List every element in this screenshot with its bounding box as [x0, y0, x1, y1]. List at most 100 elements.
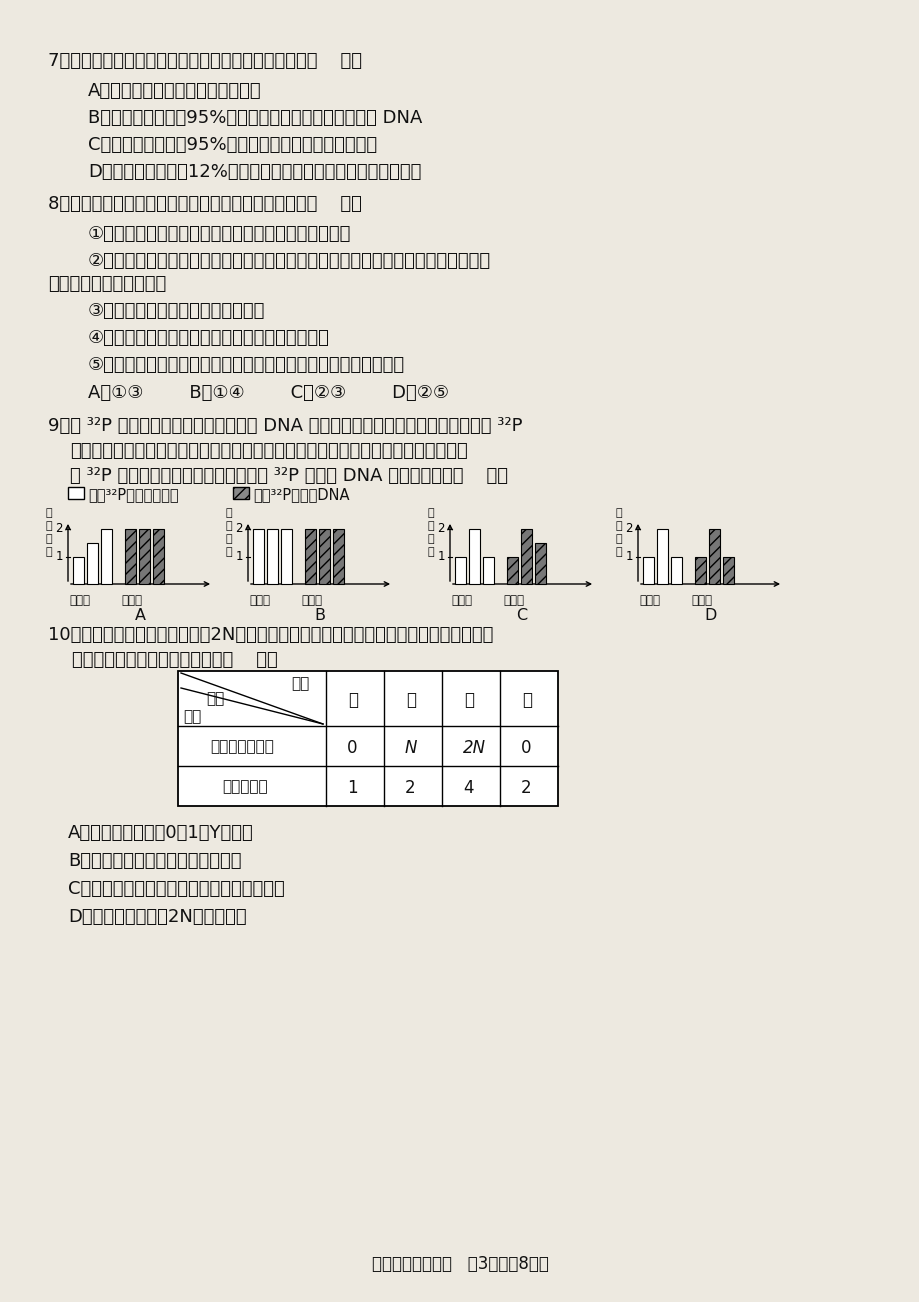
Text: B．常用体积分数为95%的冷酒精使滤液中析出白色丝状 DNA: B．常用体积分数为95%的冷酒精使滤液中析出白色丝状 DNA [88, 109, 422, 128]
Text: 7．下列有关酒精在生物学实验中作用的叙述正确的是（    ）。: 7．下列有关酒精在生物学实验中作用的叙述正确的是（ ）。 [48, 52, 361, 70]
Bar [482, 556, 494, 585]
Text: 含: 含 [46, 534, 52, 544]
Text: 含: 含 [427, 534, 434, 544]
Text: 1: 1 [235, 549, 243, 562]
Text: 量: 量 [46, 547, 52, 557]
Text: 高三年级生物试卷   第3页（共8页）: 高三年级生物试卷 第3页（共8页） [371, 1255, 548, 1273]
Text: 项目: 项目 [183, 710, 201, 724]
Bar [305, 529, 315, 585]
Text: 前中后: 前中后 [639, 594, 659, 607]
Text: 丙: 丙 [463, 691, 473, 710]
Text: C: C [516, 608, 528, 622]
Text: 的培养基中进行组织培养。这些细胞在第一次细胞分裂的前、中、后期，一个细胞中: 的培养基中进行组织培养。这些细胞在第一次细胞分裂的前、中、后期，一个细胞中 [70, 441, 467, 460]
Bar [177, 671, 558, 806]
Bar [642, 556, 653, 585]
Text: 量: 量 [226, 547, 233, 557]
Bar [139, 529, 150, 585]
Text: 前中后: 前中后 [450, 594, 471, 607]
Text: 表示³²P标记的DNA: 表示³²P标记的DNA [253, 487, 349, 503]
Bar [656, 529, 667, 585]
Text: 2: 2 [437, 522, 445, 535]
Bar [469, 529, 480, 585]
Bar [101, 529, 112, 585]
Text: 2N: 2N [462, 740, 485, 756]
Text: 1: 1 [625, 549, 632, 562]
Text: A．①③        B．①④        C．②③        D．②⑤: A．①③ B．①④ C．②③ D．②⑤ [88, 384, 448, 402]
Text: 相: 相 [427, 508, 434, 518]
Text: ④胚胎干细胞在体外培养能增殖但不能被诱导分化: ④胚胎干细胞在体外培养能增殖但不能被诱导分化 [88, 329, 330, 348]
Text: B: B [314, 608, 325, 622]
Text: 相: 相 [616, 508, 622, 518]
Text: D．常用体积分数为12%的米酒特异性抑制腐乳中醋酸杆菌的生长: D．常用体积分数为12%的米酒特异性抑制腐乳中醋酸杆菌的生长 [88, 163, 421, 181]
Text: 染色体组数: 染色体组数 [221, 779, 267, 794]
Text: C．常用体积分数为95%的酒精解离洋葱根尖分生区细胞: C．常用体积分数为95%的酒精解离洋葱根尖分生区细胞 [88, 135, 377, 154]
Text: 对: 对 [46, 521, 52, 531]
Bar [280, 529, 291, 585]
Text: A: A [134, 608, 145, 622]
Bar [535, 543, 545, 585]
Text: ⑤试管婴儿技术主要包括体外受精、早期胚胎培养和胚胎移植技术: ⑤试管婴儿技术主要包括体外受精、早期胚胎培养和胚胎移植技术 [88, 355, 404, 374]
Text: 8．下列有关胚胎干细胞及生物技术的叙述中正确的是（    ）。: 8．下列有关胚胎干细胞及生物技术的叙述中正确的是（ ）。 [48, 195, 361, 214]
Bar [253, 529, 264, 585]
Bar [125, 529, 136, 585]
Text: 甲: 甲 [347, 691, 357, 710]
Text: 1: 1 [437, 549, 445, 562]
Text: 前中后: 前中后 [69, 594, 90, 607]
Text: 对: 对 [616, 521, 622, 531]
Bar [233, 487, 249, 499]
Bar [709, 529, 720, 585]
Text: 2: 2 [520, 779, 531, 797]
Text: 丁: 丁 [521, 691, 531, 710]
Text: 相: 相 [46, 508, 52, 518]
Text: 含: 含 [226, 534, 233, 544]
Bar [520, 529, 531, 585]
Bar [455, 556, 466, 585]
Text: ①在胚胎工程中，胚胎干细胞可来自原肠胚的内细胞团: ①在胚胎工程中，胚胎干细胞可来自原肠胚的内细胞团 [88, 225, 351, 243]
Text: 对: 对 [427, 521, 434, 531]
Text: 前中后: 前中后 [690, 594, 711, 607]
Text: 数量: 数量 [206, 691, 224, 706]
Text: D: D [704, 608, 716, 622]
Text: 含: 含 [616, 534, 622, 544]
Text: 对: 对 [226, 521, 233, 531]
Text: 1: 1 [55, 549, 62, 562]
Text: 乙: 乙 [405, 691, 415, 710]
Text: 2: 2 [404, 779, 415, 797]
Text: 9．用 ³²P 标记玉米体细胞所有染色体上 DNA 分子的两条链，再将这些细胞转入不含 ³²P: 9．用 ³²P 标记玉米体细胞所有染色体上 DNA 分子的两条链，再将这些细胞转… [48, 417, 522, 435]
Bar [153, 529, 164, 585]
Text: D．丁组细胞中含有2N个染色单体: D．丁组细胞中含有2N个染色单体 [68, 907, 246, 926]
Text: 同源染色体对数: 同源染色体对数 [210, 740, 274, 754]
Text: 前中后: 前中后 [121, 594, 142, 607]
Text: 0: 0 [346, 740, 357, 756]
Text: 量如表所示。下列叙述错误的是（    ）。: 量如表所示。下列叙述错误的是（ ）。 [72, 651, 278, 669]
Text: 量: 量 [616, 547, 622, 557]
Text: 被 ³²P 标记的染色体条数和染色体上被 ³²P 标记的 DNA 分子数分别是（    ）。: 被 ³²P 标记的染色体条数和染色体上被 ³²P 标记的 DNA 分子数分别是（… [70, 467, 507, 486]
Text: 常不会引起免疫排斥反应: 常不会引起免疫排斥反应 [48, 275, 166, 293]
Text: 量: 量 [427, 547, 434, 557]
Text: B．乙组细胞中可能有初级精母细胞: B．乙组细胞中可能有初级精母细胞 [68, 852, 242, 870]
Bar [506, 556, 517, 585]
Text: C．丙组细胞两极间的距离比它前一时期更大: C．丙组细胞两极间的距离比它前一时期更大 [68, 880, 285, 898]
Text: 表示³²P标记的染色体: 表示³²P标记的染色体 [88, 487, 178, 503]
Text: 前中后: 前中后 [503, 594, 524, 607]
Text: ②造血干细胞具有分化出多种血细胞的能力，可用于治疗白血病，自体干细胞移植通: ②造血干细胞具有分化出多种血细胞的能力，可用于治疗白血病，自体干细胞移植通 [88, 253, 491, 270]
Bar [68, 487, 84, 499]
Text: 10．从某哺乳动物（染色体数为2N）精巢中获取一些细胞（无突变），测得细胞中有关数: 10．从某哺乳动物（染色体数为2N）精巢中获取一些细胞（无突变），测得细胞中有关… [48, 626, 493, 644]
Bar [73, 556, 84, 585]
Bar [722, 556, 733, 585]
Text: 0: 0 [520, 740, 531, 756]
Bar [670, 556, 681, 585]
Text: 2: 2 [625, 522, 632, 535]
Text: ③卵裂期细胞进行了细胞分裂和分化: ③卵裂期细胞进行了细胞分裂和分化 [88, 302, 265, 320]
Text: 2: 2 [55, 522, 62, 535]
Text: A．常用无水乙醇分离绿叶中的色素: A．常用无水乙醇分离绿叶中的色素 [88, 82, 261, 100]
Text: 4: 4 [462, 779, 473, 797]
Text: N: N [404, 740, 417, 756]
Text: A．甲组细胞中含有0或1个Y染色体: A．甲组细胞中含有0或1个Y染色体 [68, 824, 254, 842]
Text: 2: 2 [235, 522, 243, 535]
Bar [87, 543, 98, 585]
Bar [333, 529, 344, 585]
Text: 前中后: 前中后 [249, 594, 269, 607]
Text: 相: 相 [226, 508, 233, 518]
Text: 前中后: 前中后 [301, 594, 322, 607]
